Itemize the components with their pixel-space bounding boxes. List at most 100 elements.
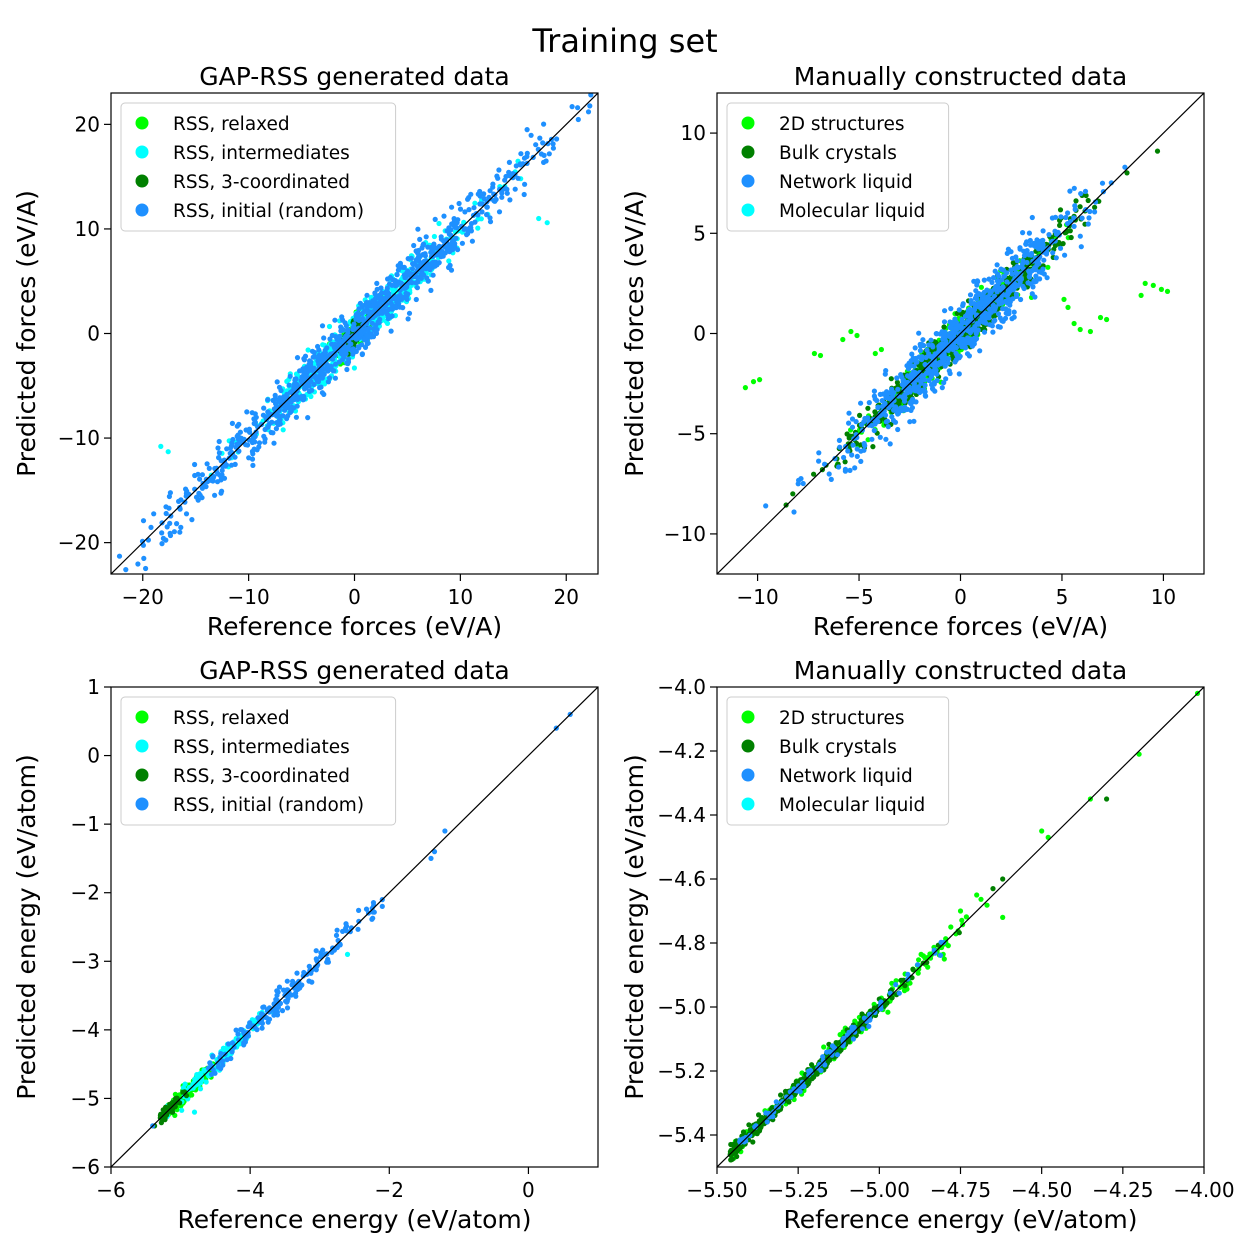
data-point bbox=[414, 285, 420, 291]
data-point bbox=[941, 324, 947, 330]
data-point bbox=[1052, 214, 1059, 220]
data-point bbox=[449, 204, 455, 210]
data-point bbox=[176, 498, 182, 504]
data-point bbox=[882, 412, 889, 418]
data-point bbox=[321, 335, 327, 341]
data-point bbox=[318, 954, 324, 960]
data-point bbox=[916, 957, 922, 963]
reference-line bbox=[111, 687, 598, 1167]
legend-marker bbox=[135, 768, 149, 782]
data-point bbox=[858, 400, 864, 406]
data-point bbox=[517, 162, 524, 168]
data-point bbox=[394, 299, 400, 305]
data-point bbox=[344, 360, 350, 366]
data-point bbox=[273, 996, 279, 1003]
data-point bbox=[540, 140, 546, 146]
data-point bbox=[1085, 197, 1091, 204]
legend-entry: RSS, initial (random) bbox=[173, 201, 364, 222]
data-point-outlier bbox=[974, 892, 980, 898]
data-point bbox=[463, 226, 469, 232]
data-point bbox=[997, 296, 1003, 302]
data-point bbox=[479, 209, 485, 215]
data-point bbox=[455, 247, 461, 253]
y-tick-label: −5 bbox=[71, 1086, 100, 1110]
data-point bbox=[811, 471, 817, 477]
data-point bbox=[1005, 246, 1012, 252]
data-point bbox=[232, 461, 238, 467]
data-point bbox=[214, 479, 221, 485]
data-point bbox=[988, 296, 994, 302]
data-point bbox=[274, 379, 280, 385]
data-point bbox=[295, 396, 301, 402]
data-point bbox=[320, 947, 326, 953]
data-point bbox=[575, 105, 581, 111]
data-point bbox=[1082, 188, 1089, 194]
data-point bbox=[990, 329, 996, 335]
legend-entry: RSS, 3-coordinated bbox=[173, 766, 350, 787]
legend-marker bbox=[135, 739, 149, 753]
figure-title: Training set bbox=[531, 22, 717, 60]
data-point bbox=[939, 329, 945, 335]
data-point bbox=[362, 322, 368, 328]
data-point bbox=[907, 980, 913, 986]
data-point bbox=[246, 428, 252, 434]
data-point bbox=[182, 1081, 188, 1087]
data-point bbox=[351, 365, 357, 371]
data-point-outlier bbox=[840, 336, 846, 343]
data-point bbox=[973, 328, 980, 334]
data-point bbox=[195, 471, 201, 477]
data-point bbox=[939, 355, 945, 361]
data-point bbox=[846, 435, 852, 441]
data-point bbox=[372, 297, 378, 303]
data-point bbox=[1003, 306, 1009, 312]
data-point bbox=[324, 345, 330, 351]
data-point bbox=[245, 442, 251, 448]
data-point bbox=[970, 309, 977, 315]
data-point-outlier bbox=[165, 449, 171, 455]
data-point bbox=[370, 900, 377, 906]
data-point bbox=[1083, 192, 1089, 199]
data-point bbox=[1014, 293, 1020, 299]
data-point bbox=[1018, 296, 1024, 303]
data-point-outlier bbox=[1122, 164, 1128, 170]
data-point bbox=[946, 332, 952, 338]
data-point bbox=[332, 341, 338, 347]
data-point bbox=[301, 396, 307, 402]
data-point bbox=[975, 279, 981, 285]
data-point bbox=[331, 368, 337, 374]
data-point bbox=[1028, 242, 1034, 248]
data-point bbox=[171, 529, 177, 535]
data-point bbox=[941, 319, 948, 325]
legend-marker bbox=[741, 203, 755, 217]
data-point bbox=[800, 480, 806, 487]
data-point bbox=[1057, 222, 1063, 228]
data-point bbox=[387, 297, 393, 303]
data-point bbox=[387, 314, 393, 320]
data-point bbox=[313, 948, 319, 954]
data-point-outlier bbox=[878, 346, 885, 353]
data-point bbox=[865, 415, 871, 421]
data-point bbox=[1007, 302, 1013, 308]
data-point bbox=[177, 1100, 183, 1106]
data-point bbox=[963, 914, 970, 920]
data-point bbox=[417, 253, 423, 259]
chart-title: GAP-RSS generated data bbox=[199, 62, 509, 91]
data-point bbox=[1024, 239, 1030, 245]
data-point bbox=[1086, 215, 1092, 221]
data-point bbox=[434, 250, 440, 257]
data-point-outlier bbox=[1138, 292, 1144, 298]
legend-marker bbox=[135, 116, 149, 130]
data-point bbox=[326, 323, 333, 330]
data-point bbox=[895, 386, 901, 392]
data-point bbox=[953, 350, 959, 356]
data-point bbox=[423, 234, 429, 240]
data-point bbox=[405, 256, 411, 262]
data-point bbox=[229, 1049, 235, 1055]
data-point bbox=[861, 419, 867, 425]
data-point bbox=[1004, 250, 1010, 256]
data-point bbox=[413, 296, 419, 303]
data-point bbox=[994, 262, 1000, 268]
data-point-outlier bbox=[158, 443, 164, 449]
data-point bbox=[379, 290, 385, 296]
data-point bbox=[356, 918, 362, 924]
